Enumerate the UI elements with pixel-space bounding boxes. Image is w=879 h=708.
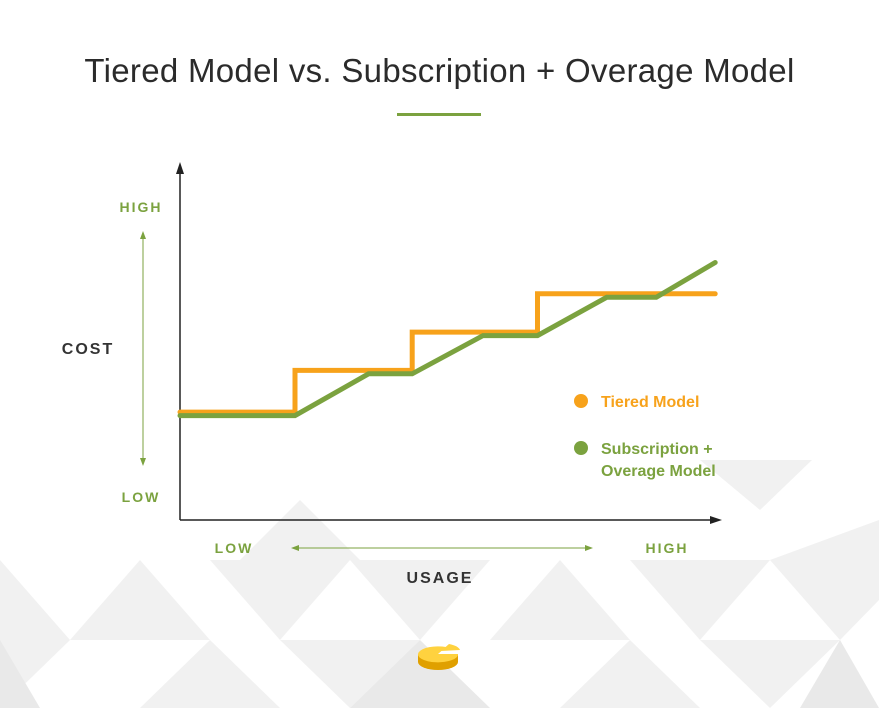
- y-range-arrowhead-up: [140, 231, 146, 239]
- x-axis-low-label: LOW: [215, 540, 254, 556]
- y-axis-arrowhead: [176, 162, 184, 174]
- x-axis-high-label: HIGH: [646, 540, 689, 556]
- legend-subscription-label-line2: Overage Model: [601, 463, 716, 480]
- x-axis-arrowhead: [710, 516, 722, 524]
- x-range-arrowhead-left: [291, 545, 299, 551]
- x-axis-title: USAGE: [407, 570, 474, 587]
- y-range-arrowhead-down: [140, 458, 146, 466]
- y-axis-title: COST: [62, 341, 114, 358]
- legend-tiered-marker: [574, 394, 588, 408]
- pie-logo-icon: [418, 644, 460, 670]
- legend-subscription-marker: [574, 441, 588, 455]
- x-range-arrowhead-right: [585, 545, 593, 551]
- series-line-tiered: [177, 291, 718, 415]
- legend-tiered-label: Tiered Model: [601, 394, 699, 411]
- series-layer: [177, 260, 718, 419]
- series-line-subscription-overage: [177, 260, 718, 419]
- legend: Tiered Model Subscription + Overage Mode…: [574, 394, 716, 480]
- y-axis-low-label: LOW: [122, 489, 161, 505]
- y-axis-high-label: HIGH: [120, 199, 163, 215]
- legend-subscription-label-line1: Subscription +: [601, 441, 713, 458]
- title-underline: [397, 113, 481, 116]
- page-title: Tiered Model vs. Subscription + Overage …: [84, 52, 795, 89]
